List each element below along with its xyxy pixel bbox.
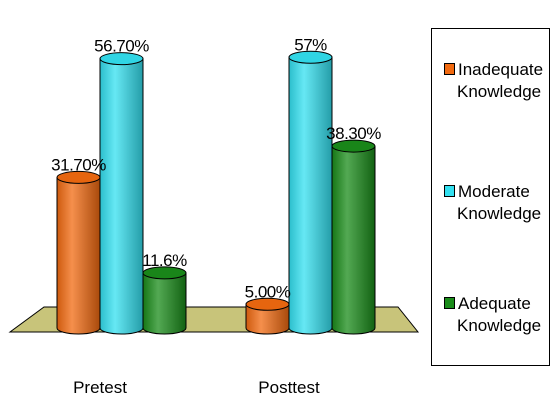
bar-moderate-knowledge-posttest — [288, 50, 333, 335]
legend-label-line2: Knowledge — [457, 316, 542, 335]
bar-moderate-knowledge-pretest — [99, 52, 144, 335]
legend: Inadequate Knowledge Moderate Knowledge … — [431, 28, 550, 366]
legend-label-line2: Knowledge — [457, 204, 542, 223]
legend-swatch-inadequate — [444, 63, 455, 75]
category-label-pretest: Pretest — [73, 378, 127, 397]
bar-top — [331, 139, 376, 153]
bar-adequate-knowledge-pretest — [142, 266, 187, 335]
data-label-moderate-knowledge-pretest: 56.70% — [94, 37, 149, 56]
legend-item-inadequate: Inadequate Knowledge — [444, 59, 543, 103]
legend-item-adequate: Adequate Knowledge — [444, 293, 541, 337]
data-label-inadequate-knowledge-posttest: 5.00% — [245, 282, 291, 301]
data-label-adequate-knowledge-pretest: 11.6% — [142, 251, 187, 270]
bar-top — [99, 52, 144, 66]
bar-body — [99, 58, 144, 335]
labels-layer: 31.70% 56.70% 11.6% Pretest 5.00% 57% 38.30% Po… — [51, 35, 382, 397]
bar-inadequate-knowledge-posttest — [245, 297, 290, 335]
legend-swatch-adequate — [444, 297, 455, 309]
bar-top — [288, 50, 333, 64]
bar-body — [142, 272, 187, 335]
bar-body — [288, 56, 333, 335]
legend-swatch-moderate — [444, 185, 455, 197]
data-label-adequate-knowledge-posttest: 38.30% — [326, 124, 381, 143]
legend-label-line2: Knowledge — [457, 82, 542, 101]
bar-body — [331, 145, 376, 335]
bar-inadequate-knowledge-pretest — [56, 170, 101, 335]
data-label-inadequate-knowledge-pretest: 31.70% — [51, 155, 106, 174]
legend-label-line1: Adequate — [458, 294, 531, 313]
legend-label-line1: Inadequate — [458, 60, 544, 79]
category-label-posttest: Posttest — [258, 378, 320, 397]
bars-layer — [56, 50, 376, 335]
bar-body — [56, 176, 101, 335]
bar-top — [142, 266, 187, 280]
legend-item-moderate: Moderate Knowledge — [444, 181, 541, 225]
data-label-moderate-knowledge-posttest: 57% — [294, 35, 327, 54]
bar-adequate-knowledge-posttest — [331, 139, 376, 335]
legend-label-line1: Moderate — [458, 182, 530, 201]
